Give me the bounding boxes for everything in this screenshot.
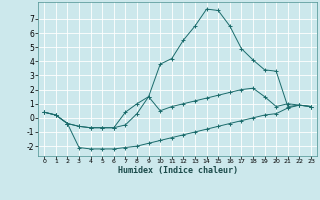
X-axis label: Humidex (Indice chaleur): Humidex (Indice chaleur)	[118, 166, 238, 175]
